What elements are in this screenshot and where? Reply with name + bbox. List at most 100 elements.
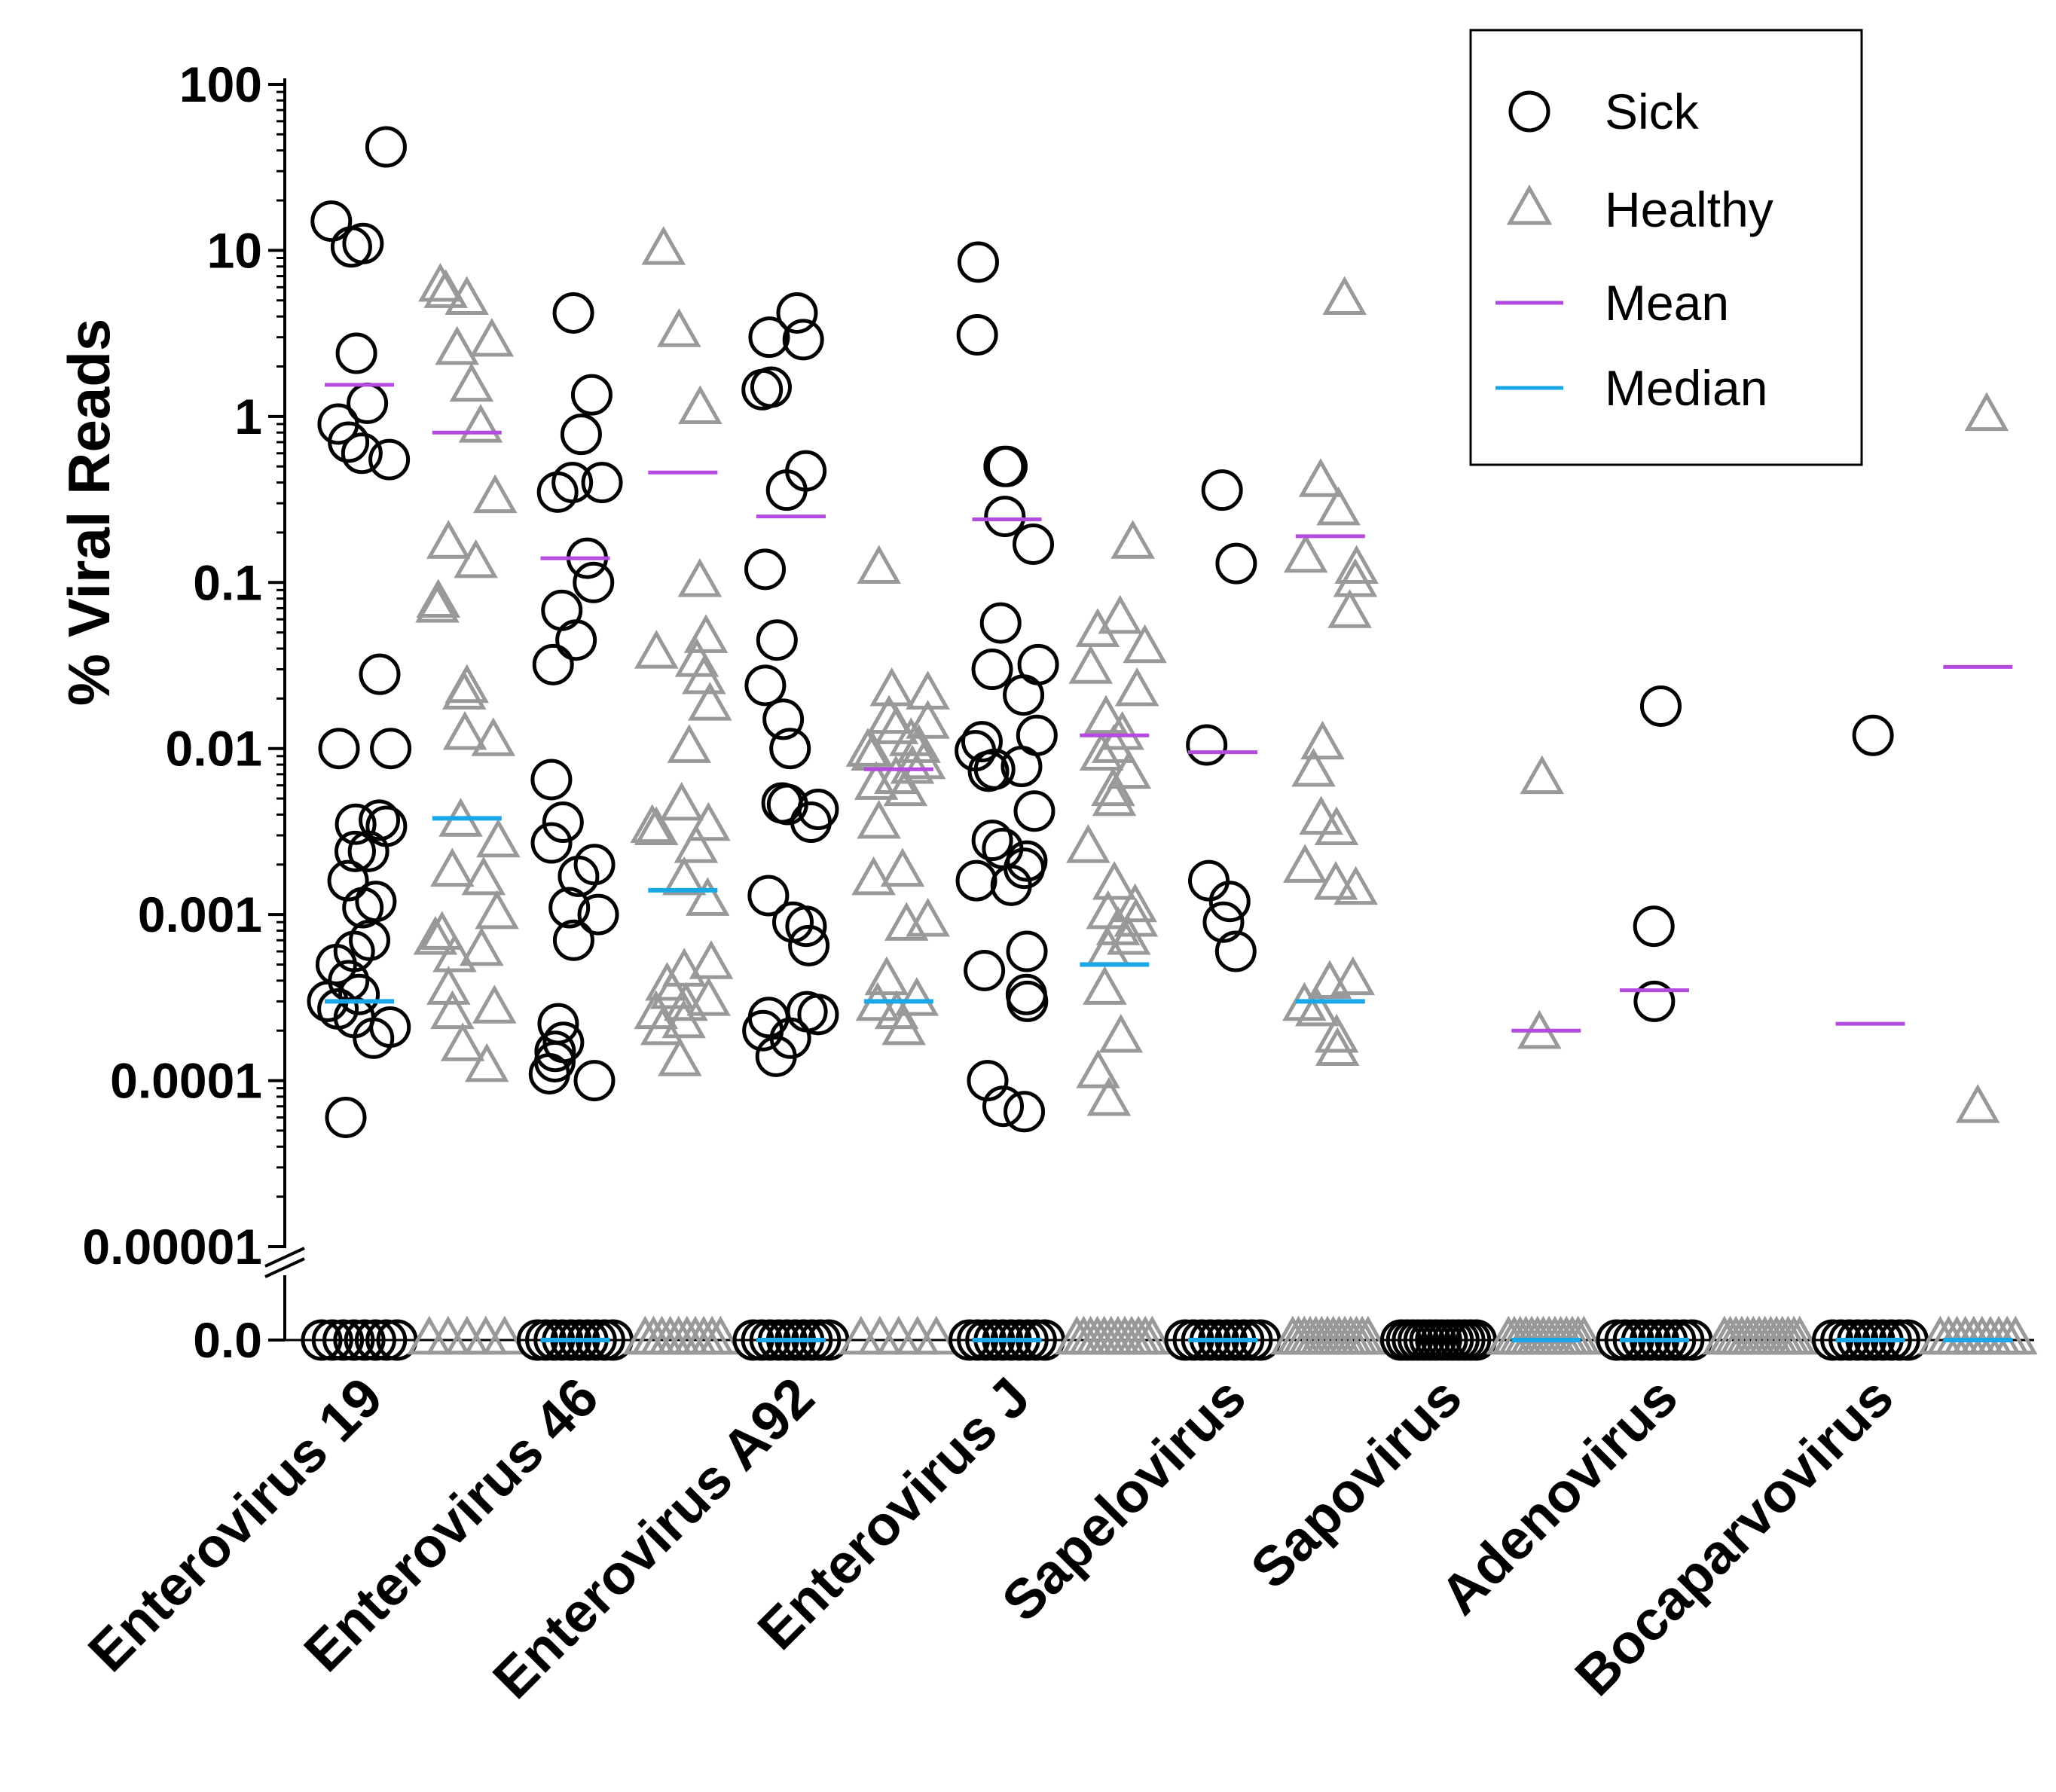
healthy-point — [1520, 755, 1565, 795]
sick-point — [1188, 859, 1230, 902]
healthy-point — [686, 801, 731, 841]
healthy-point — [1777, 1315, 1822, 1355]
sick-point — [541, 589, 583, 631]
healthy-point — [869, 667, 914, 707]
healthy-point — [873, 755, 918, 795]
healthy-point — [640, 1006, 685, 1046]
legend-label: Healthy — [1605, 182, 1773, 237]
sick-point — [560, 414, 602, 456]
sick-point — [570, 374, 613, 416]
healthy-point — [686, 977, 731, 1016]
healthy-point — [1315, 1027, 1360, 1066]
sick-point — [552, 292, 594, 334]
healthy-point — [895, 1315, 940, 1355]
healthy-point — [1083, 695, 1129, 734]
sick-point — [967, 1060, 1009, 1102]
healthy-point — [1110, 520, 1155, 559]
sick-point — [530, 822, 573, 864]
legend-healthy-marker — [1506, 184, 1553, 225]
sick-point — [1852, 714, 1894, 756]
healthy-point — [682, 655, 726, 695]
sick-point — [368, 438, 411, 481]
healthy-point — [1092, 724, 1136, 763]
sick-point — [347, 830, 390, 872]
healthy-point — [472, 985, 517, 1024]
healthy-point — [1327, 589, 1372, 628]
sick-point — [558, 855, 600, 897]
healthy-point — [658, 1037, 702, 1076]
axis-break-mark — [264, 1247, 305, 1268]
healthy-point — [659, 781, 704, 821]
sick-point — [762, 698, 805, 740]
healthy-point — [1079, 731, 1124, 771]
sick-point — [982, 827, 1024, 869]
sick-point — [534, 1030, 576, 1073]
y-tick-label: 0.1 — [193, 554, 262, 610]
healthy-point — [880, 847, 925, 887]
healthy-point — [906, 700, 950, 739]
y-tick-label: 0.001 — [138, 887, 262, 942]
sick-point — [1003, 674, 1045, 716]
healthy-point — [864, 956, 909, 996]
sick-point — [955, 859, 997, 902]
healthy-point — [440, 1022, 485, 1061]
healthy-point — [857, 799, 901, 839]
sick-point — [344, 1319, 386, 1361]
y-tick-label: 0.01 — [166, 721, 262, 777]
healthy-point — [442, 710, 487, 750]
healthy-point — [857, 1315, 903, 1355]
sick-point — [335, 332, 377, 374]
healthy-point — [674, 824, 719, 863]
healthy-point — [698, 1315, 743, 1355]
sick-point — [365, 126, 407, 168]
healthy-point — [1322, 276, 1367, 316]
summary-lines — [325, 383, 2013, 1342]
healthy-point — [1086, 1076, 1132, 1116]
sick-point — [552, 919, 594, 961]
sick-point — [1639, 685, 1682, 727]
sick-point — [327, 859, 369, 902]
healthy-point — [1123, 624, 1167, 664]
sick-point — [555, 619, 597, 661]
healthy-point — [678, 385, 723, 424]
healthy-point — [845, 728, 891, 767]
healthy-point — [430, 990, 475, 1030]
healthy-point — [677, 557, 723, 597]
sick-point — [359, 653, 401, 695]
sick-point — [354, 1319, 396, 1361]
sick-point — [530, 759, 573, 801]
healthy-point — [851, 856, 896, 896]
sick-point — [330, 226, 372, 268]
healthy-point — [1298, 458, 1343, 497]
sick-point — [755, 1035, 797, 1077]
sick-point — [528, 1052, 570, 1094]
sick-point — [967, 750, 1010, 792]
sick-point — [370, 728, 412, 770]
healthy-point — [459, 927, 504, 966]
sick-point — [325, 1096, 367, 1138]
sick-point — [341, 432, 383, 475]
sick-point — [333, 1319, 375, 1361]
sick-point — [335, 803, 377, 845]
healthy-point — [634, 990, 679, 1030]
healthy-point — [661, 948, 707, 987]
sick-point — [311, 1319, 353, 1361]
healthy-point — [1314, 1013, 1359, 1053]
healthy-point — [413, 915, 458, 955]
sick-point — [1201, 469, 1243, 511]
sick-point — [1208, 881, 1251, 923]
legend-label: Sick — [1605, 84, 1700, 139]
y-axis-title: % Viral Reads — [56, 319, 122, 707]
sick-point — [1202, 901, 1245, 943]
healthy-point — [661, 856, 707, 896]
sick-point — [788, 924, 830, 966]
healthy-point — [657, 308, 701, 347]
healthy-point — [689, 940, 734, 979]
sick-point — [1004, 1091, 1046, 1133]
sick-point — [742, 1009, 784, 1052]
healthy-point — [1291, 747, 1336, 787]
healthy-point — [1130, 1315, 1175, 1355]
sick-point — [785, 905, 827, 948]
healthy-point — [1083, 966, 1127, 1005]
